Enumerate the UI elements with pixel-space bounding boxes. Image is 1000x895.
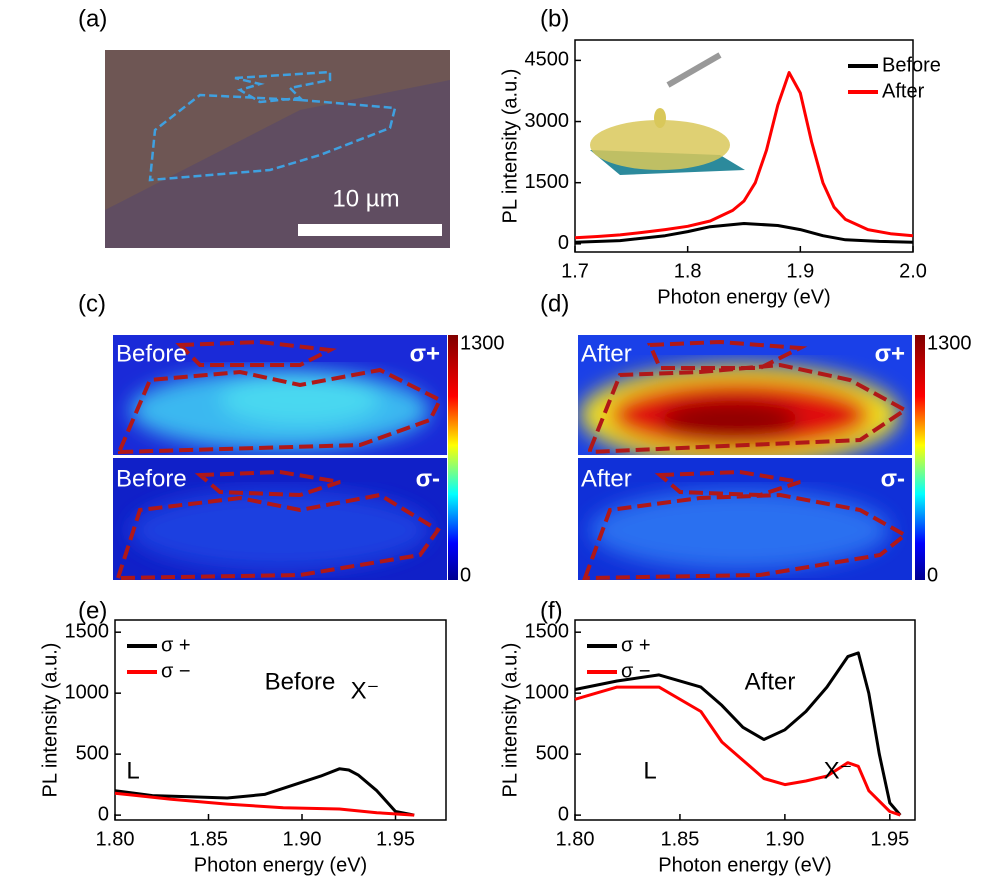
scalebar-label: 10 µm [332,185,399,212]
line-series [114,767,415,817]
map-state: After [581,340,632,367]
plot-frame [574,619,916,821]
colorbar-label: 0 [460,564,471,586]
x-tick-label: 1.80 [96,828,135,850]
x-tick-label: 2.0 [899,260,927,282]
annotation: L [126,757,139,784]
inset-illustration [590,52,745,175]
line-series [574,71,914,240]
annotation: X⁻ [824,757,853,784]
panel-label: (b) [540,5,569,32]
y-tick-label: 4500 [525,49,570,71]
x-axis-label: Photon energy (eV) [657,286,830,308]
x-tick-label: 1.85 [189,828,228,850]
y-tick-label: 0 [558,803,569,825]
x-tick-label: 1.90 [283,828,322,850]
x-axis-label: Photon energy (eV) [658,854,831,876]
map-polarization: σ+ [410,340,440,367]
x-tick-label: 1.95 [376,828,415,850]
y-tick-label: 0 [558,232,569,254]
y-axis-label: PL intensity (a.u.) [499,69,521,224]
colorbar [448,335,458,580]
line-series [574,685,901,817]
line-series [574,222,914,244]
colorbar-label: 1300 [460,332,505,354]
pl-map [113,335,447,581]
annotation: After [745,668,796,695]
plot-frame [114,619,447,821]
x-tick-label: 1.90 [765,828,804,850]
map-state: Before [116,465,187,492]
map-polarization: σ- [881,465,905,492]
y-tick-label: 0 [98,803,109,825]
pl-map [578,335,912,581]
legend-label: σ − [621,660,651,682]
x-tick-label: 1.7 [561,260,589,282]
y-axis-label: PL intensity (a.u.) [499,643,521,798]
annotation: X⁻ [351,677,380,704]
x-tick-label: 1.85 [660,828,699,850]
x-tick-label: 1.95 [870,828,909,850]
y-tick-label: 1000 [65,681,110,703]
y-tick-label: 500 [536,742,569,764]
optical-image [105,50,450,248]
y-axis-label: PL intensity (a.u.) [39,643,61,798]
legend-label: σ + [621,634,651,656]
y-tick-label: 1500 [65,620,110,642]
annotation: Before [265,668,336,695]
y-tick-label: 500 [76,742,109,764]
panel-label: (c) [78,290,106,317]
colorbar-label: 1300 [927,332,972,354]
legend-label: After [882,80,925,102]
x-tick-label: 1.80 [556,828,595,850]
x-axis-label: Photon energy (eV) [194,854,367,876]
colorbar [915,335,925,580]
panel-label: (f) [540,597,563,624]
panel-label: (d) [540,290,569,317]
line-series [574,651,902,817]
map-polarization: σ- [416,465,440,492]
y-tick-label: 1500 [525,171,570,193]
colorbar-label: 0 [927,564,938,586]
panel-label: (a) [78,5,107,32]
legend-label: Before [882,54,941,76]
map-state: After [581,465,632,492]
map-state: Before [116,340,187,367]
annotation: L [643,757,656,784]
line-series [114,791,415,817]
plot-frame [574,39,914,253]
legend-label: σ + [161,634,191,656]
legend-label: σ − [161,660,191,682]
y-tick-label: 1500 [525,620,570,642]
y-tick-label: 3000 [525,110,570,132]
x-tick-label: 1.9 [786,260,814,282]
map-polarization: σ+ [875,340,905,367]
panel-label: (e) [78,597,107,624]
y-tick-label: 1000 [525,681,570,703]
x-tick-label: 1.8 [674,260,702,282]
